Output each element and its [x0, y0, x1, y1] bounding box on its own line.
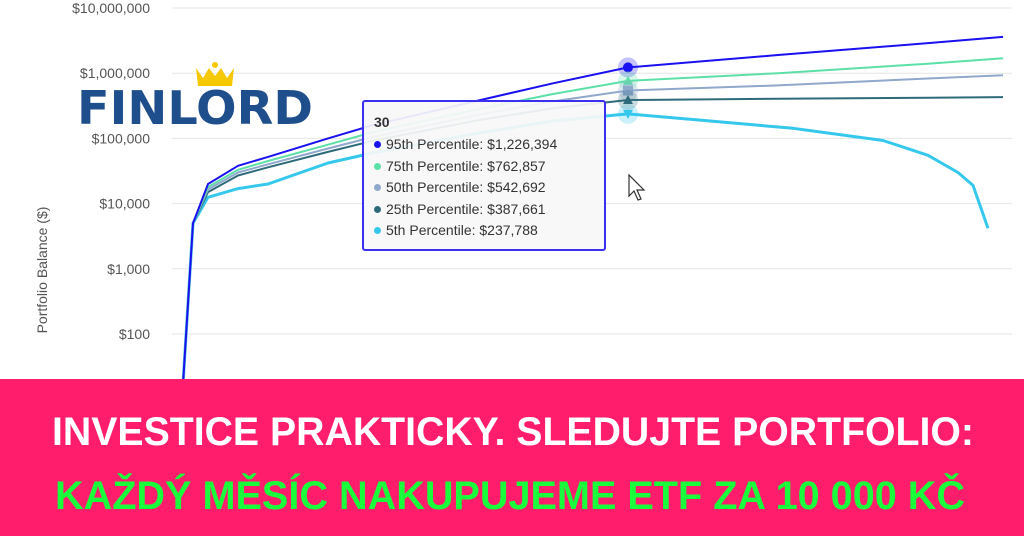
banner-background — [0, 379, 1024, 536]
tooltip-row-50th: 50th Percentile: $542,692 — [374, 177, 604, 199]
tooltip-row-label: 50th Percentile: $542,692 — [386, 179, 546, 195]
tooltip-row-label: 5th Percentile: $237,788 — [386, 222, 538, 238]
crown-icon — [196, 68, 234, 86]
tooltip-row-label: 95th Percentile: $1,226,394 — [386, 136, 558, 152]
y-tick-label: $100,000 — [92, 130, 151, 146]
tooltip-row-75th: 75th Percentile: $762,857 — [374, 156, 604, 178]
y-tick-label: $10,000 — [99, 196, 150, 212]
legend-dot-icon — [374, 205, 381, 213]
finlord-logo: FINLORD — [77, 62, 313, 135]
banner-subheadline: KAŽDÝ MĚSÍC NAKUPUJEME ETF ZA 10 000 KČ — [55, 472, 965, 518]
percentile-chart: $100 $1,000 $10,000 $100,000 $1,000,000 $10,0… — [34, 0, 1012, 379]
y-tick-label: $1,000 — [107, 261, 150, 277]
legend-dot-icon — [374, 141, 381, 148]
banner-headline: INVESTICE PRAKTICKY. SLEDUJTE PORTFOLIO: — [52, 410, 974, 454]
legend-dot-icon — [374, 162, 381, 170]
hover-marker-triangle — [623, 75, 633, 85]
chart-tooltip: 30 95th Percentile: $1,226,394 75th Perc… — [362, 100, 606, 251]
tooltip-title: 30 — [374, 114, 390, 130]
y-tick-label: $10,000,000 — [72, 0, 150, 16]
tooltip-row-label: 75th Percentile: $762,857 — [386, 157, 546, 174]
y-axis-label: Portfolio Balance ($) — [34, 207, 50, 334]
promo-banner: INVESTICE PRAKTICKY. SLEDUJTE PORTFOLIO:… — [0, 379, 1024, 536]
logo-text: FINLORD — [77, 81, 313, 135]
y-tick-labels: $100 $1,000 $10,000 $100,000 $1,000,000 $10,0… — [72, 0, 150, 342]
legend-dot-icon — [374, 227, 381, 234]
hover-markers — [618, 57, 638, 124]
hover-marker-circle — [623, 62, 633, 73]
y-tick-label: $100 — [119, 326, 150, 342]
tooltip-row-label: 25th Percentile: $387,661 — [386, 200, 546, 217]
crown-jewel — [212, 62, 218, 68]
hover-marker-triangle-down — [623, 109, 633, 119]
mouse-cursor-icon — [628, 173, 646, 201]
hover-marker-square — [623, 85, 633, 96]
y-tick-label: $1,000,000 — [80, 65, 150, 81]
hover-marker-triangle — [623, 95, 633, 105]
tooltip-row-95th: 95th Percentile: $1,226,394 — [374, 134, 604, 156]
tooltip-row-5th: 5th Percentile: $237,788 — [374, 220, 604, 242]
tooltip-row-25th: 25th Percentile: $387,661 — [374, 199, 604, 221]
legend-dot-icon — [374, 184, 381, 191]
